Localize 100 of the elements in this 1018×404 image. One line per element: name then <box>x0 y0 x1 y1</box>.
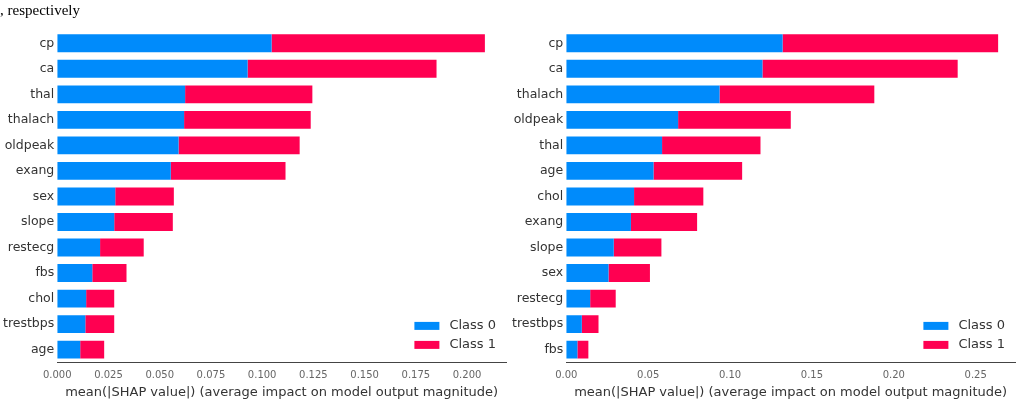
bar <box>762 59 958 78</box>
bar <box>57 59 248 78</box>
x-axis-title: mean(|SHAP value|) (average impact on model output magnitude) <box>574 383 1008 399</box>
bar <box>57 110 185 129</box>
x-tick-label: 0.10 <box>718 368 742 380</box>
y-tick-label: chol <box>28 289 55 305</box>
bar <box>566 110 679 129</box>
x-tick-label: 0.025 <box>94 368 123 380</box>
x-tick-label: 0.25 <box>964 368 987 380</box>
legend-label: Class 1 <box>449 336 496 352</box>
y-tick-label: restecg <box>516 289 564 305</box>
bar <box>634 187 704 206</box>
bar <box>566 187 635 206</box>
bar <box>86 289 115 308</box>
bar <box>57 34 272 53</box>
bar <box>185 85 313 104</box>
y-tick-label: fbs <box>544 340 564 356</box>
legend-label: Class 0 <box>958 317 1005 333</box>
bar <box>719 85 875 104</box>
bar <box>782 34 999 53</box>
x-tick-label: 0.00 <box>555 368 578 380</box>
bar <box>57 315 86 334</box>
bar <box>566 59 763 78</box>
bar <box>653 161 743 180</box>
x-tick-label: 0.125 <box>299 368 328 380</box>
x-tick-label: 0.000 <box>42 368 72 380</box>
bar <box>57 136 179 155</box>
x-tick-label: 0.175 <box>401 368 431 380</box>
bar <box>57 340 81 359</box>
y-tick-label: thal <box>539 136 564 152</box>
x-tick-label: 0.075 <box>196 368 226 380</box>
bar <box>57 289 87 308</box>
bar <box>566 136 663 155</box>
x-tick-label: 0.150 <box>350 368 379 380</box>
bar <box>57 85 186 104</box>
x-tick-label: 0.05 <box>637 368 660 380</box>
bar <box>57 264 93 282</box>
bar <box>57 161 171 180</box>
y-tick-label: age <box>539 162 564 178</box>
y-tick-label: exang <box>15 162 55 178</box>
bar <box>566 289 591 308</box>
bar <box>100 238 144 257</box>
y-tick-label: cp <box>548 34 564 50</box>
y-tick-label: chol <box>537 187 564 203</box>
y-tick-label: thalach <box>516 85 564 101</box>
bar <box>566 85 720 104</box>
bar <box>271 34 485 53</box>
bar <box>608 264 650 282</box>
y-tick-label: sex <box>541 264 564 280</box>
y-tick-label: restecg <box>7 238 55 254</box>
legend-label: Class 0 <box>449 317 496 333</box>
bar <box>566 34 783 53</box>
bar <box>566 264 609 282</box>
bar <box>170 161 286 180</box>
bar <box>85 315 115 334</box>
bar <box>566 340 578 359</box>
y-tick-label: exang <box>524 213 564 229</box>
bar <box>566 315 582 334</box>
bar <box>115 187 174 206</box>
y-tick-label: age <box>30 340 55 356</box>
y-tick-label: oldpeak <box>4 136 55 152</box>
bar <box>57 187 116 206</box>
y-tick-label: trestbps <box>2 315 55 331</box>
y-tick-label: ca <box>39 60 55 76</box>
x-axis-title: mean(|SHAP value|) (average impact on model output magnitude) <box>65 383 499 399</box>
bar <box>678 110 791 129</box>
bar <box>566 213 631 231</box>
y-tick-label: ca <box>548 60 564 76</box>
legend-label: Class 1 <box>958 336 1005 352</box>
x-tick-label: 0.200 <box>452 368 482 380</box>
bar <box>566 161 654 180</box>
bar <box>57 238 101 257</box>
bar <box>581 315 599 334</box>
bar <box>80 340 105 359</box>
bar <box>577 340 589 359</box>
y-tick-label: sex <box>32 187 55 203</box>
y-tick-label: oldpeak <box>513 111 564 127</box>
x-tick-label: 0.050 <box>145 368 175 380</box>
bar <box>57 213 115 231</box>
bar <box>184 110 311 129</box>
bar <box>613 238 662 257</box>
bar <box>590 289 616 308</box>
y-tick-label: fbs <box>35 264 55 280</box>
bar <box>662 136 761 155</box>
bar <box>114 213 173 231</box>
x-tick-label: 0.15 <box>800 368 824 380</box>
y-tick-label: trestbps <box>511 315 564 331</box>
x-tick-label: 0.100 <box>247 368 277 380</box>
bar <box>178 136 300 155</box>
y-tick-label: thalach <box>7 111 55 127</box>
bar <box>247 59 437 78</box>
text: , respectively <box>0 2 80 18</box>
x-tick-label: 0.20 <box>882 368 905 380</box>
bar <box>630 213 698 231</box>
y-tick-label: slope <box>20 213 55 229</box>
y-tick-label: slope <box>529 238 564 254</box>
bar <box>566 238 614 257</box>
y-tick-label: cp <box>39 34 55 50</box>
bar <box>92 264 127 282</box>
y-tick-label: thal <box>30 85 55 101</box>
